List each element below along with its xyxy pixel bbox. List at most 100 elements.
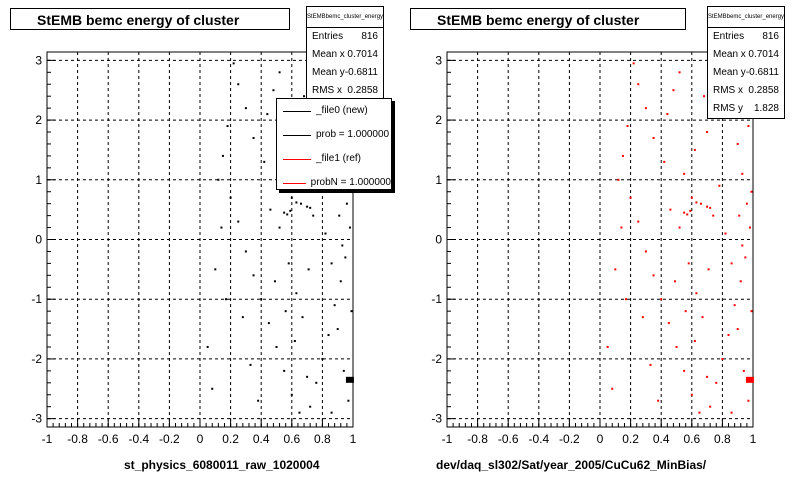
left-y-tick-label: -2 <box>31 352 42 366</box>
left-data-point <box>309 405 312 408</box>
left-data-point <box>275 345 278 348</box>
left-data-point <box>321 357 324 360</box>
legend-label: _file0 (new) <box>316 105 368 116</box>
left-x-tick-label: -0.2 <box>159 432 180 446</box>
right-data-point <box>652 136 655 139</box>
right-data-point <box>738 214 741 217</box>
right-data-point <box>672 89 675 92</box>
left-data-point <box>315 381 318 384</box>
right-y-tick-label: -3 <box>431 412 442 426</box>
right-data-point <box>736 142 739 145</box>
right-stats-box: StEMBbemc_cluster_energy Entries 816 Mean… <box>707 6 785 119</box>
right-data-point <box>678 71 681 74</box>
right-x-tick-label: -1 <box>442 432 453 446</box>
left-data-point <box>237 220 240 223</box>
left-data-point <box>344 256 347 259</box>
right-x-tick-label: 1 <box>750 432 757 446</box>
right-data-point <box>660 298 663 301</box>
stats-value: 0.2858 <box>347 85 378 96</box>
right-data-point <box>739 280 742 283</box>
left-x-tick-label: -0.6 <box>98 432 119 446</box>
left-data-point <box>307 268 310 271</box>
right-data-point <box>741 244 744 247</box>
left-x-axis-label: st_physics_6080011_raw_1020004 <box>124 458 320 472</box>
left-data-point <box>347 399 350 402</box>
right-data-point <box>709 206 712 209</box>
left-data-point <box>269 208 272 211</box>
right-data-point <box>748 226 751 229</box>
right-stats-row-mean-x: Mean x 0.7014 <box>708 46 784 64</box>
left-x-tick-label: -1 <box>42 432 53 446</box>
left-stats-box: StEMBbemc_cluster_energy Entries 816 Mean… <box>306 6 384 101</box>
right-x-tick-label: 0.4 <box>653 432 670 446</box>
right-data-point <box>715 381 718 384</box>
stats-value: 0.7014 <box>347 49 378 60</box>
left-data-point <box>283 211 286 214</box>
stats-label: RMS x <box>312 85 342 96</box>
left-data-point <box>217 178 220 181</box>
right-data-point <box>614 268 617 271</box>
right-data-point <box>690 196 693 199</box>
left-x-tick-label: 0.2 <box>222 432 239 446</box>
left-data-point <box>278 226 281 229</box>
left-data-point <box>244 107 247 110</box>
right-data-point <box>684 310 687 313</box>
stats-label: Mean x <box>312 49 345 60</box>
right-x-tick-label: 0.8 <box>714 432 731 446</box>
stats-label: RMS y <box>713 103 743 114</box>
right-data-point <box>678 226 681 229</box>
left-x-tick-label: -0.8 <box>67 432 88 446</box>
left-data-point <box>306 205 309 208</box>
stats-label: Mean x <box>713 49 746 60</box>
left-data-point <box>330 262 333 265</box>
right-y-tick-label: 3 <box>435 53 442 67</box>
right-x-axis-label: dev/daq_sl302/Sat/year_2005/CuCu62_MinBi… <box>436 458 707 472</box>
left-data-point <box>309 206 312 209</box>
right-data-point <box>693 148 696 151</box>
left-y-tick-label: -3 <box>31 412 42 426</box>
right-x-tick-label: -0.6 <box>498 432 519 446</box>
left-data-point <box>229 196 232 199</box>
right-data-point <box>611 387 614 390</box>
right-stats-name: StEMBbemc_cluster_energy <box>708 7 784 28</box>
left-data-point <box>293 340 296 343</box>
right-data-point <box>699 202 702 205</box>
left-y-tick-label: 0 <box>35 233 42 247</box>
right-data-point <box>652 274 655 277</box>
right-data-point <box>690 393 693 396</box>
right-data-point <box>706 131 709 134</box>
right-x-tick-label: -0.2 <box>559 432 580 446</box>
legend-entry-probn: probN = 1.000000 <box>277 171 391 189</box>
right-data-point <box>727 334 730 337</box>
left-stats-name: StEMBbemc_cluster_energy <box>307 7 383 28</box>
stats-label: Entries <box>713 31 745 42</box>
right-data-point <box>657 399 660 402</box>
right-x-tick-label: 0 <box>597 432 604 446</box>
right-data-point <box>745 202 748 205</box>
right-data-point <box>747 125 750 128</box>
right-data-point <box>637 220 640 223</box>
right-stats-row-mean-y: Mean y -0.6811 <box>708 64 784 82</box>
left-data-point <box>241 316 244 319</box>
stats-value: 816 <box>361 31 378 42</box>
legend-line-icon <box>283 182 306 184</box>
right-data-point <box>629 196 632 199</box>
left-data-point <box>226 125 229 128</box>
right-data-point <box>712 214 715 217</box>
left-data-point <box>237 83 240 86</box>
stats-value: -0.6811 <box>745 67 779 78</box>
left-data-block <box>345 376 354 383</box>
left-data-point <box>342 369 345 372</box>
left-data-point <box>283 369 286 372</box>
stats-label: Mean y <box>312 67 345 78</box>
right-data-point <box>706 205 709 208</box>
right-data-point <box>666 113 669 116</box>
left-y-tick-label: 2 <box>35 113 42 127</box>
right-data-point <box>736 328 739 331</box>
left-data-point <box>350 310 353 313</box>
left-data-point <box>252 274 255 277</box>
stats-value: 0.2858 <box>748 85 779 96</box>
left-data-point <box>220 226 223 229</box>
left-data-point <box>336 328 339 331</box>
left-data-point <box>339 280 342 283</box>
